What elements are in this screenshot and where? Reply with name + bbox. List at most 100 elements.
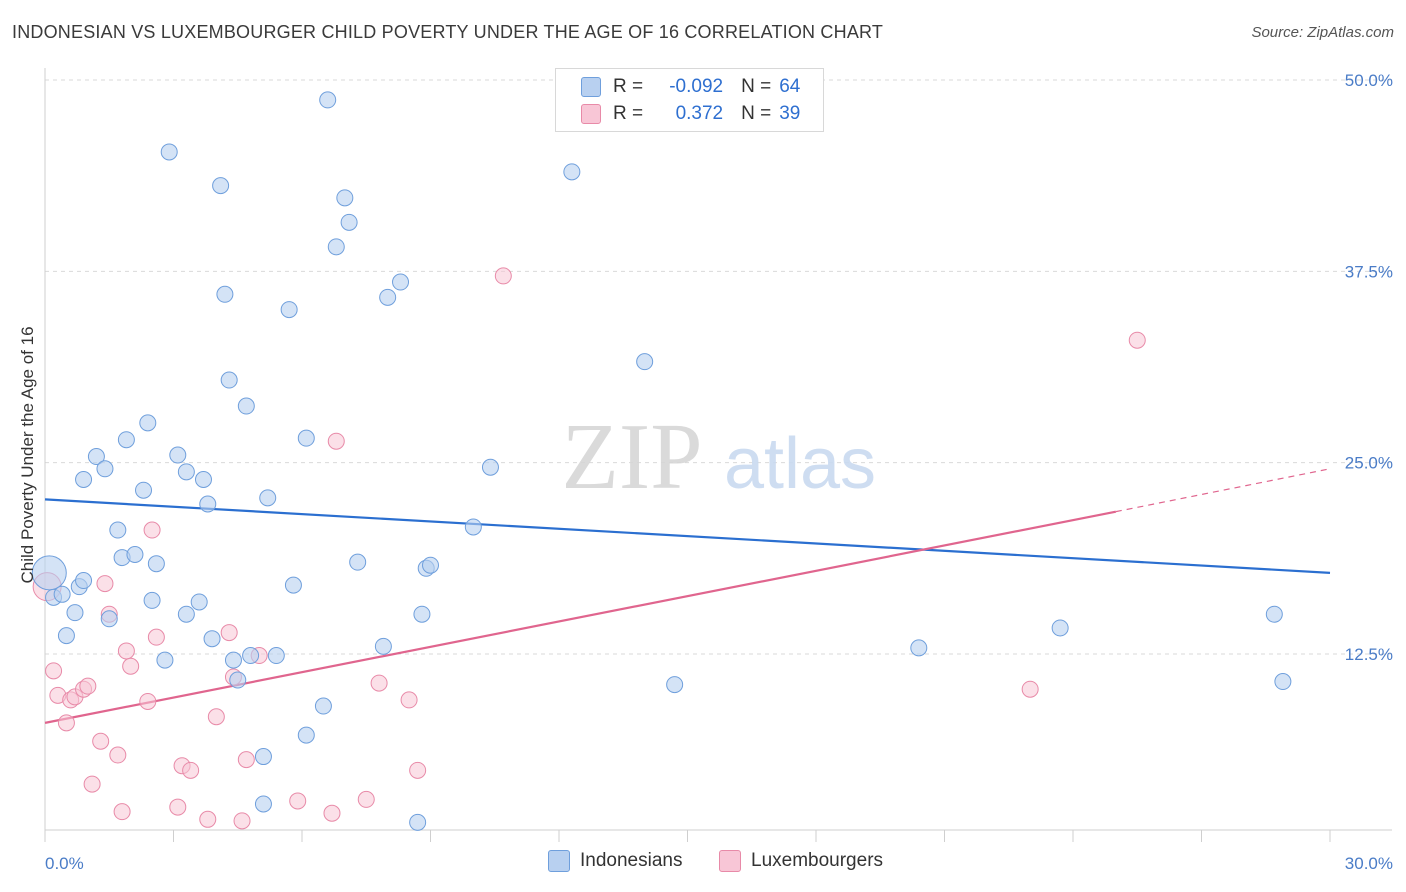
luxembourgers-point xyxy=(1128,331,1146,349)
indonesians-point xyxy=(409,813,427,831)
indonesians-point xyxy=(280,301,298,319)
indonesians-point xyxy=(1274,673,1292,691)
y-tick-label: 12.5% xyxy=(1345,645,1393,664)
indonesians-point xyxy=(220,371,238,389)
indonesians-point xyxy=(314,697,332,715)
indonesians-point xyxy=(340,213,358,231)
trend-lines xyxy=(44,468,1331,724)
luxembourgers-point xyxy=(109,746,127,764)
indonesians-point xyxy=(216,285,234,303)
indonesians-point xyxy=(327,238,345,256)
source-credit: Source: ZipAtlas.com xyxy=(1251,24,1394,41)
luxembourgers-point xyxy=(57,714,75,732)
x-tick-label: 0.0% xyxy=(45,854,84,873)
legend-r-label: R = xyxy=(613,103,644,124)
y-tick-labels: 12.5% 25.0% 37.5% 50.0% xyxy=(1345,71,1393,664)
luxembourgers-point xyxy=(79,677,97,695)
luxembourgers-point xyxy=(96,575,114,593)
legend-r-label: R = xyxy=(613,76,644,97)
series-swatch-blue xyxy=(548,850,570,872)
luxembourgers-point xyxy=(182,761,200,779)
indonesians-point xyxy=(259,489,277,507)
series-label-luxembourgers: Luxembourgers xyxy=(751,850,884,871)
indonesians-point xyxy=(100,610,118,628)
watermark: ZIP atlas xyxy=(562,405,877,509)
luxembourgers-point xyxy=(169,798,187,816)
luxembourgers-point xyxy=(199,810,217,828)
indonesians-point xyxy=(349,553,367,571)
indonesians-point xyxy=(636,353,654,371)
indonesians-point xyxy=(139,414,157,432)
indonesians-point xyxy=(87,448,105,466)
chart-title: INDONESIAN VS LUXEMBOURGER CHILD POVERTY… xyxy=(12,22,884,42)
indonesians-point xyxy=(319,91,337,109)
y-axis-label: Child Poverty Under the Age of 16 xyxy=(18,326,37,583)
indonesians-point xyxy=(563,163,581,181)
indonesians-point xyxy=(75,572,93,590)
grid-lines xyxy=(45,79,1392,655)
indonesians-point xyxy=(169,446,187,464)
luxembourgers-point xyxy=(494,267,512,285)
indonesians-point xyxy=(57,627,75,645)
indonesians-point xyxy=(297,726,315,744)
luxembourgers-point xyxy=(1021,680,1039,698)
indonesians-point xyxy=(910,639,928,657)
series-swatch-pink xyxy=(719,850,741,872)
indonesians-point xyxy=(117,431,135,449)
indonesians-point xyxy=(1265,605,1283,623)
indonesians-points xyxy=(31,91,1292,831)
indonesians-point xyxy=(1051,619,1069,637)
luxembourgers-trend-extension xyxy=(1115,468,1331,513)
indonesians-point xyxy=(413,605,431,623)
luxembourgers-point xyxy=(289,792,307,810)
indonesians-point xyxy=(254,748,272,766)
indonesians-point xyxy=(190,593,208,611)
x-tick-labels: 0.0% 30.0% xyxy=(45,854,1393,873)
indonesians-point xyxy=(242,647,260,665)
indonesians-point xyxy=(53,585,71,603)
indonesians-point xyxy=(199,495,217,513)
legend-n-label: N = xyxy=(741,76,772,97)
indonesians-point xyxy=(109,521,127,539)
watermark-atlas: atlas xyxy=(724,424,876,504)
luxembourgers-point xyxy=(327,432,345,450)
indonesians-point xyxy=(212,177,230,195)
indonesians-point xyxy=(96,460,114,478)
indonesians-point xyxy=(177,463,195,481)
indonesians-point xyxy=(66,604,84,622)
luxembourgers-point xyxy=(409,761,427,779)
indonesians-point xyxy=(229,671,247,689)
luxembourgers-point xyxy=(147,628,165,646)
indonesians-point xyxy=(126,546,144,564)
legend-row-luxembourgers: R = 0.372 N = 39 xyxy=(556,100,800,128)
indonesians-point xyxy=(379,288,397,306)
luxembourgers-point xyxy=(400,691,418,709)
indonesians-point xyxy=(147,555,165,573)
y-tick-label: 37.5% xyxy=(1345,262,1393,281)
stats-legend: R = -0.092 N = 64 R = 0.372 N = 39 xyxy=(555,68,824,132)
luxembourgers-trend-line xyxy=(44,510,1117,724)
legend-n-label: N = xyxy=(741,103,772,124)
indonesians-trend-line xyxy=(44,498,1331,574)
luxembourgers-point xyxy=(370,674,388,692)
legend-swatch-blue xyxy=(581,77,601,97)
luxembourgers-point xyxy=(83,775,101,793)
indonesians-point xyxy=(336,189,354,207)
legend-n-value: 64 xyxy=(779,76,801,97)
luxembourgers-point xyxy=(323,804,341,822)
y-tick-label: 50.0% xyxy=(1345,71,1393,90)
indonesians-point xyxy=(666,676,684,694)
indonesians-point xyxy=(422,556,439,574)
indonesians-point xyxy=(31,555,67,591)
indonesians-point xyxy=(464,518,482,536)
watermark-zip: ZIP xyxy=(562,405,703,509)
luxembourgers-point xyxy=(237,751,255,769)
series-label-indonesians: Indonesians xyxy=(580,850,683,871)
legend-n-value: 39 xyxy=(779,103,801,124)
legend-r-value: -0.092 xyxy=(669,76,724,97)
luxembourgers-point xyxy=(357,790,375,808)
indonesians-point xyxy=(481,458,499,476)
luxembourgers-point xyxy=(233,812,251,830)
indonesians-point xyxy=(284,576,302,594)
